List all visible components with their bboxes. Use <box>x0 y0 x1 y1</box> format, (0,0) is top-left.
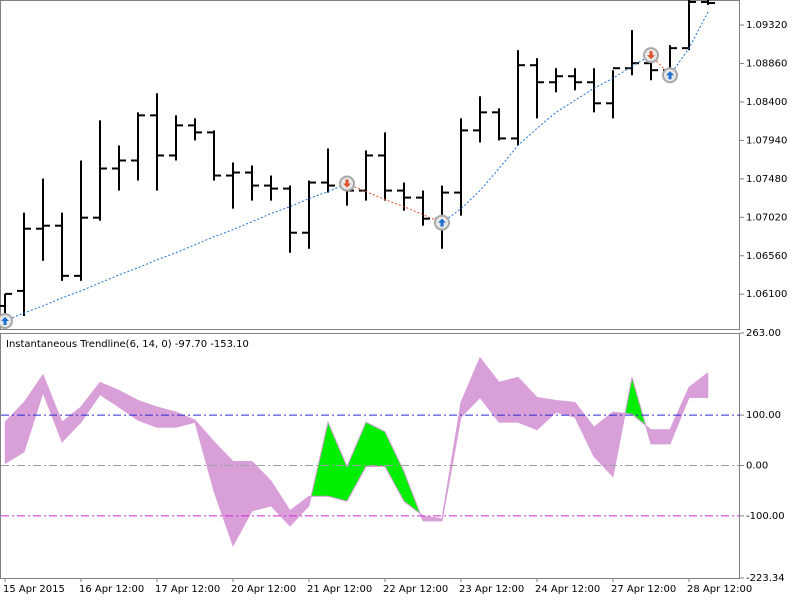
band-fill <box>479 356 500 423</box>
indicator-line <box>4 377 708 547</box>
band-fill <box>460 357 481 418</box>
trend-line <box>669 11 709 76</box>
band-fill <box>650 429 671 445</box>
y-tick-label: 1.08860 <box>746 59 787 70</box>
band-fill <box>669 387 690 444</box>
price-panel <box>0 0 740 330</box>
y-tick-label: 100.00 <box>746 410 781 421</box>
x-tick-label: 27 Apr 12:00 <box>611 584 676 595</box>
band-fill <box>80 381 101 423</box>
band-fill <box>289 495 310 527</box>
y-tick-label: -223.34 <box>746 573 785 584</box>
band-fill <box>574 401 595 457</box>
y-tick-label: -100.00 <box>746 511 785 522</box>
indicator-line <box>4 356 709 520</box>
band-fill <box>270 480 291 527</box>
y-tick-label: 1.07940 <box>746 135 787 146</box>
x-tick-label: 24 Apr 12:00 <box>535 584 600 595</box>
y-tick-label: 1.09320 <box>746 20 787 31</box>
band-fill <box>365 421 386 467</box>
sell-arrow <box>343 179 351 188</box>
band-fill <box>118 390 139 421</box>
band-fill <box>327 422 348 502</box>
band-fill <box>23 374 44 452</box>
band-fill <box>251 460 272 512</box>
band-fill <box>536 397 557 431</box>
x-tick-label: 15 Apr 2015 <box>3 584 65 595</box>
buy-arrow <box>1 316 9 325</box>
trend-line <box>441 54 652 224</box>
sell-arrow <box>647 51 655 60</box>
band-fill <box>517 376 538 431</box>
trend-line <box>346 183 443 224</box>
band-fill <box>213 441 234 546</box>
x-tick-label: 17 Apr 12:00 <box>155 584 220 595</box>
buy-arrow <box>666 71 674 80</box>
y-tick-label: 0.00 <box>746 460 768 471</box>
x-tick-label: 20 Apr 12:00 <box>231 584 296 595</box>
trend-line <box>4 183 348 322</box>
indicator-label: Instantaneous Trendline(6, 14, 0) -97.70… <box>6 339 249 350</box>
x-tick-label: 28 Apr 12:00 <box>687 584 752 595</box>
y-tick-label: 263.00 <box>746 328 781 339</box>
x-tick-label: 21 Apr 12:00 <box>307 584 372 595</box>
band-fill <box>42 374 63 442</box>
band-fill <box>232 461 253 546</box>
y-tick-label: 1.07480 <box>746 174 787 185</box>
x-tick-label: 16 Apr 12:00 <box>79 584 144 595</box>
y-tick-label: 1.08400 <box>746 97 787 108</box>
y-tick-label: 1.06560 <box>746 251 787 262</box>
buy-arrow <box>438 218 446 227</box>
y-tick-label: 1.06100 <box>746 289 787 300</box>
x-tick-label: 23 Apr 12:00 <box>459 584 524 595</box>
x-tick-label: 22 Apr 12:00 <box>383 584 448 595</box>
band-fill <box>346 422 367 502</box>
y-tick-label: 1.07020 <box>746 212 787 223</box>
indicator-panel <box>0 333 740 579</box>
